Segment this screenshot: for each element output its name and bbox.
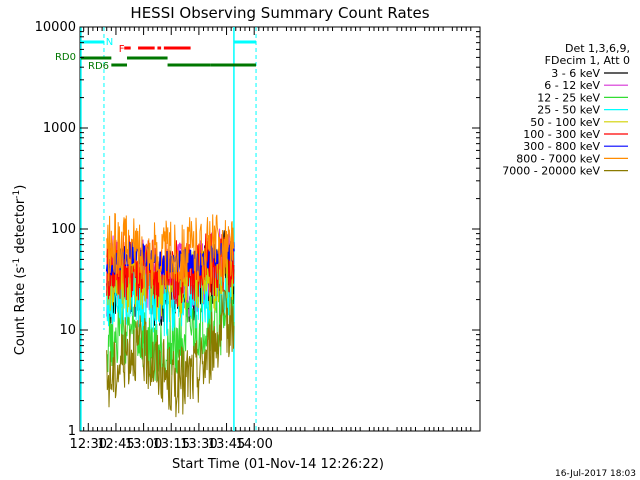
legend-label: 300 - 800 keV <box>523 140 600 153</box>
rd0-flag-label: RD0 <box>55 52 76 63</box>
legend-label: 6 - 12 keV <box>544 79 600 92</box>
x-tick-label: 14:00 <box>235 437 272 452</box>
x-tick-label: 13:00 <box>125 437 162 452</box>
series-line <box>106 240 235 321</box>
legend-label: 3 - 6 keV <box>551 67 600 80</box>
legend-label: 50 - 100 keV <box>530 116 600 129</box>
night-flag-label: N <box>106 37 113 48</box>
y-tick-label: 1 <box>68 424 76 439</box>
x-tick-label: 13:15 <box>153 437 190 452</box>
legend-header-2: FDecim 1, Att 0 <box>545 54 630 67</box>
y-tick-label: 10000 <box>35 20 76 35</box>
rd6-flag-label: RD6 <box>88 61 109 72</box>
y-tick-label: 1000 <box>43 121 76 136</box>
flare-flag-label: F <box>119 44 125 55</box>
x-tick-label: 13:30 <box>180 437 217 452</box>
series-group <box>105 213 235 418</box>
legend-label: 12 - 25 keV <box>537 91 600 104</box>
legend-label: 25 - 50 keV <box>537 104 600 117</box>
series-line <box>106 289 235 418</box>
x-tick-label: 12:30 <box>70 437 107 452</box>
y-tick-label: 100 <box>51 222 76 237</box>
legend-label: 7000 - 20000 keV <box>502 165 600 178</box>
footer-date: 16-Jul-2017 18:03 <box>555 469 636 479</box>
x-axis-title: Start Time (01-Nov-14 12:26:22) <box>172 457 384 472</box>
legend-header-1: Det 1,3,6,9, <box>565 42 630 55</box>
observing-flags: NF RD0 RD6 <box>55 27 257 431</box>
x-tick-label: 13:45 <box>208 437 245 452</box>
axes: 1 10 100 1000 10000 12:3012:4513:0013:1513:30… <box>35 20 481 452</box>
series-line <box>106 213 235 290</box>
chart-title: HESSI Observing Summary Count Rates <box>130 4 429 22</box>
legend-label: 100 - 300 keV <box>523 128 600 141</box>
legend-label: 800 - 7000 keV <box>516 152 600 165</box>
legend: Det 1,3,6,9, FDecim 1, Att 0 3 - 6 keV6 … <box>502 42 630 178</box>
y-tick-label: 10 <box>59 323 76 338</box>
y-axis-title: Count Rate (s-1 detector-1) <box>12 185 28 356</box>
x-tick-label: 12:45 <box>97 437 134 452</box>
